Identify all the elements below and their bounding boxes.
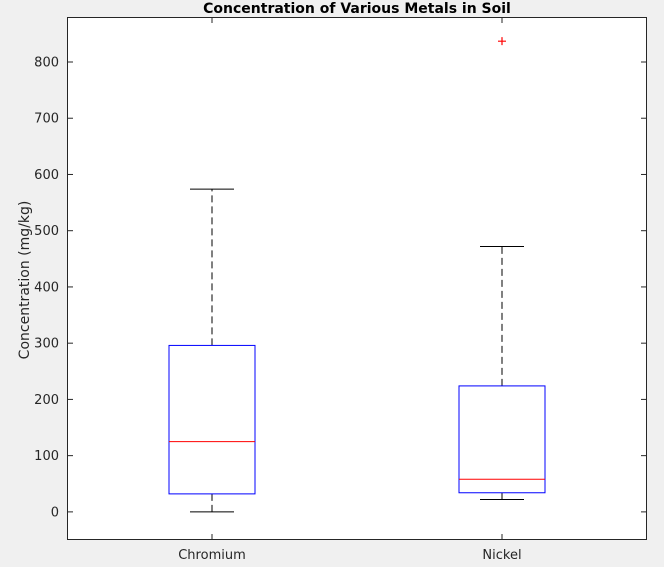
- y-tick-label: 400: [34, 280, 59, 295]
- y-tick-label: 100: [34, 449, 59, 464]
- y-tick-label: 800: [34, 55, 59, 70]
- box: [168, 344, 256, 495]
- y-tick-label: 0: [51, 505, 59, 520]
- x-tick-label: Chromium: [178, 548, 246, 563]
- y-tick-label: 600: [34, 168, 59, 183]
- chart-title: Concentration of Various Metals in Soil: [203, 1, 511, 17]
- plot-area: [67, 17, 647, 540]
- y-tick-label: 200: [34, 393, 59, 408]
- y-tick-label: 700: [34, 112, 59, 127]
- x-tick-label: Nickel: [482, 548, 521, 563]
- y-tick-label: 500: [34, 224, 59, 239]
- y-tick-label: 300: [34, 337, 59, 352]
- axes-frame: [67, 17, 647, 540]
- outlier-marker: [498, 37, 506, 46]
- plot-layer: 0 100 200 300 400 500 600 700 800 Chromium Nickel: [34, 17, 647, 563]
- box: [458, 385, 546, 494]
- y-axis-label: Concentration (mg/kg): [17, 201, 33, 360]
